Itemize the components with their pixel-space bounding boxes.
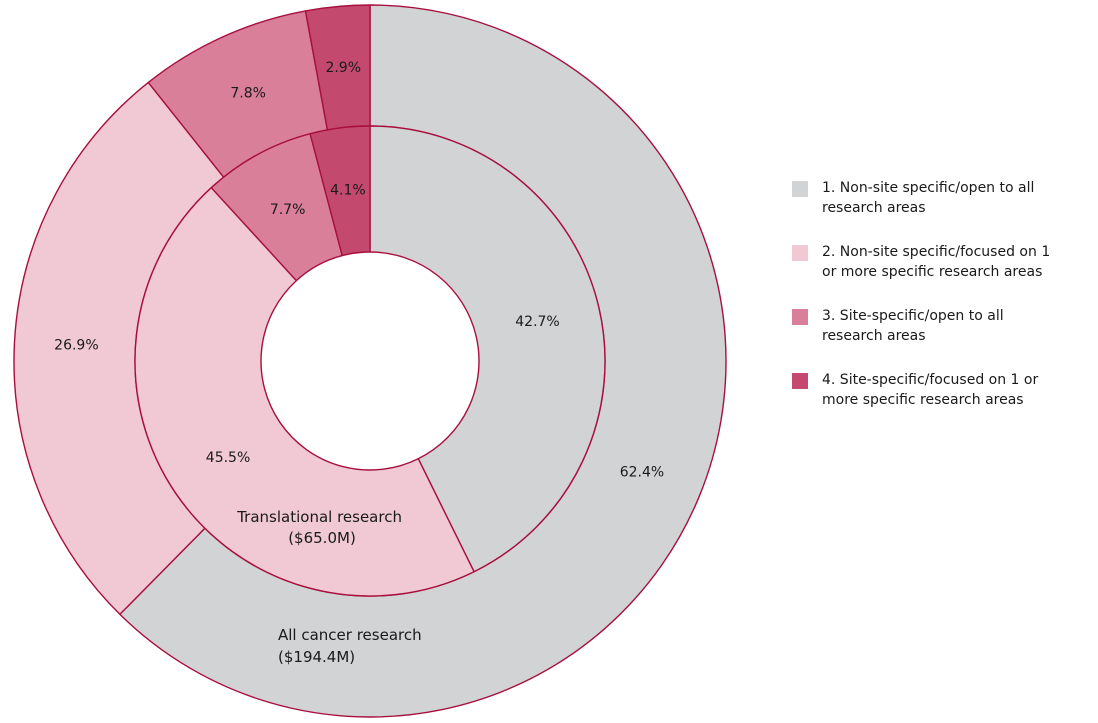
inner-ring-title: Translational research ($65.0M) (236, 508, 407, 547)
legend-label-2-line2: or more specific research areas (822, 264, 1043, 280)
inner-slice-2 (134, 186, 475, 597)
outer-ring-title-line2: ($194.4M) (278, 648, 355, 666)
legend-item-4: 4. Site-specific/focused on 1 or more sp… (792, 370, 1092, 434)
legend-swatch-3 (792, 309, 808, 325)
percentage-labels: 42.7% 45.5% 7.7% 4.1% 62.4% 26.9% 7.8% 2.9% (54, 60, 664, 480)
inner-slice-4 (309, 125, 371, 257)
inner-slice-2-label: 45.5% (206, 450, 250, 466)
inner-ring-title-line2: ($65.0M) (288, 529, 356, 547)
inner-ring (134, 125, 606, 597)
donut-svg: 42.7% 45.5% 7.7% 4.1% 62.4% 26.9% 7.8% 2.9% Tra… (13, 4, 727, 718)
legend-label-4-line1: 4. Site-specific/focused on 1 or (822, 372, 1039, 388)
outer-ring-title-line1: All cancer research (278, 626, 422, 644)
inner-slice-1-label: 42.7% (515, 314, 559, 330)
legend-label-2-line1: 2. Non-site specific/focused on 1 (822, 244, 1051, 260)
outer-slice-2-label: 26.9% (54, 337, 98, 353)
outer-ring (13, 4, 727, 718)
legend-item-2: 2. Non-site specific/focused on 1 or mor… (792, 242, 1092, 306)
inner-slice-4-label: 4.1% (330, 182, 366, 198)
legend-label-1-line1: 1. Non-site specific/open to all (822, 180, 1035, 196)
legend-label-4-line2: more specific research areas (822, 392, 1024, 408)
outer-ring-title: All cancer research ($194.4M) (278, 626, 426, 666)
legend: 1. Non-site specific/open to all researc… (792, 178, 1092, 434)
inner-ring-title-line1: Translational research (236, 508, 402, 526)
outer-slice-3-label: 7.8% (230, 85, 266, 101)
legend-swatch-2 (792, 245, 808, 261)
outer-slice-1-label: 62.4% (620, 465, 664, 481)
legend-item-1: 1. Non-site specific/open to all researc… (792, 178, 1092, 242)
outer-slice-4-label: 2.9% (325, 60, 361, 76)
inner-slice-3-label: 7.7% (270, 202, 306, 218)
inner-slice-1 (369, 125, 606, 573)
legend-label-3-line2: research areas (822, 328, 926, 344)
legend-swatch-4 (792, 373, 808, 389)
legend-label-1-line2: research areas (822, 200, 926, 216)
legend-swatch-1 (792, 181, 808, 197)
legend-label-3-line1: 3. Site-specific/open to all (822, 308, 1004, 324)
legend-item-3: 3. Site-specific/open to all research ar… (792, 306, 1092, 370)
